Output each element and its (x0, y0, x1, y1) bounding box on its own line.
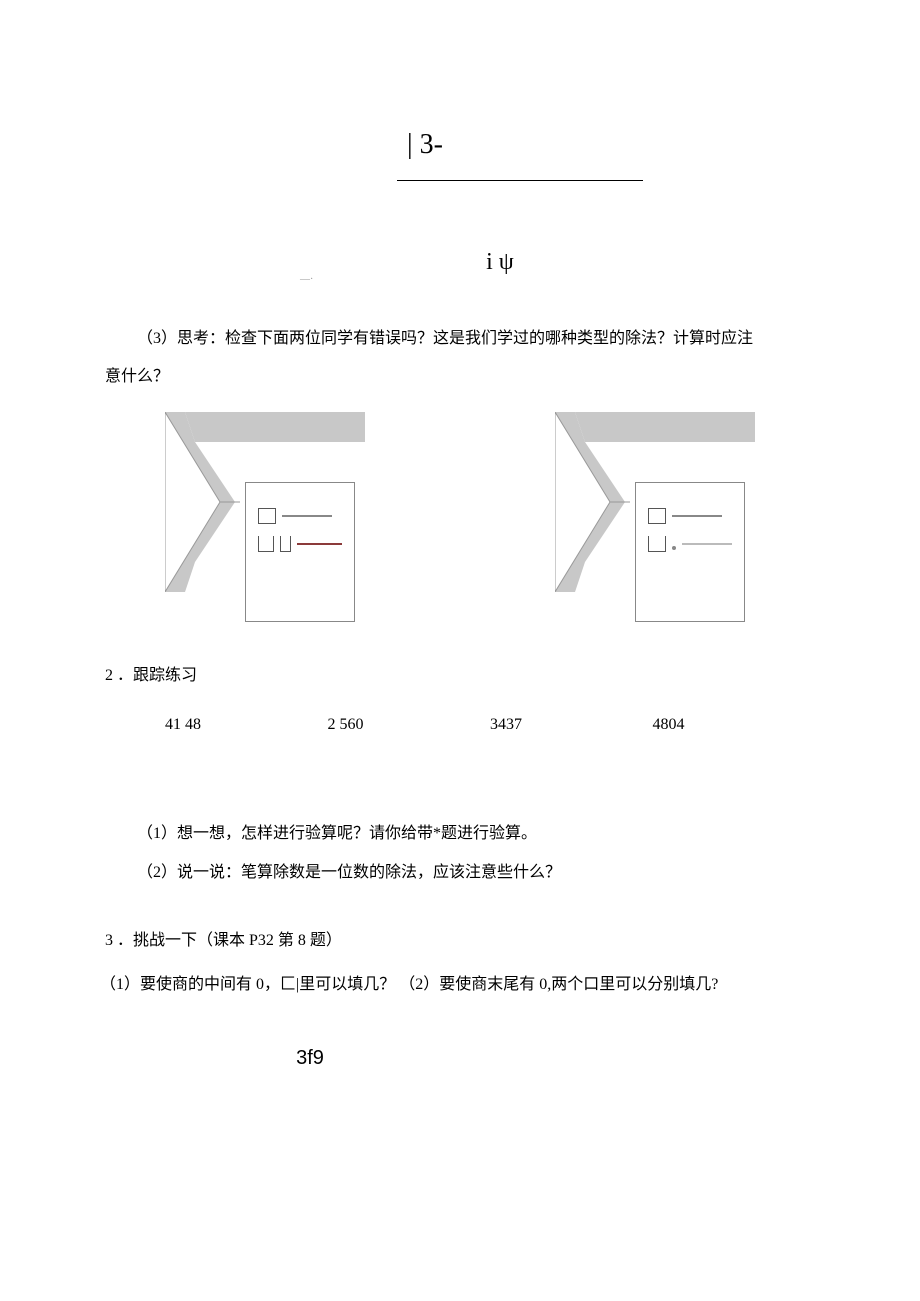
q3-body: 检查下面两位同学有错误吗？这是我们学过的哪种类型的除法？计算时应注 (225, 330, 753, 347)
section-3-questions: （1）要使商的中间有 0，匚|里可以填几？ （2）要使商末尾有 0,两个口里可以… (100, 971, 820, 1000)
psi-decoration: —· (300, 271, 313, 289)
line-icon-r2 (682, 543, 732, 545)
page-code: 3f9 (0, 1040, 860, 1076)
psi-text: i ψ (486, 249, 514, 275)
inner-box-left (245, 482, 355, 622)
inner-box-right (635, 482, 745, 622)
sub-question-2: （2）说一说：笔算除数是一位数的除法，应该注意些什么？ (105, 859, 815, 888)
small-box-open-icon-2 (280, 536, 291, 552)
section-3-q1: （1）要使商的中间有 0，匚|里可以填几？ (100, 976, 395, 993)
fraction-section: | 3- (60, 120, 860, 181)
question-3-text: （3）思考：检查下面两位同学有错误吗？这是我们学过的哪种类型的除法？计算时应注 (105, 325, 815, 354)
section-2-label: 2 ．跟踪练习 (105, 662, 815, 691)
small-box-open-icon (258, 536, 274, 552)
small-box-icon-r (648, 508, 666, 524)
small-box-open-icon-r (648, 536, 666, 552)
inner-row-2 (258, 536, 342, 552)
fraction-numerator: | 3- (397, 120, 643, 181)
section-3-q2: （2）要使商末尾有 0,两个口里可以分别填几? (399, 976, 718, 993)
inner-row-2r (648, 536, 732, 552)
diagram-row (120, 412, 800, 632)
section-3-label: 3 ．挑战一下（课本 P32 第 8 题） (105, 927, 815, 956)
practice-item-2: 2 560 (328, 711, 491, 740)
diagram-left (165, 412, 365, 632)
practice-row: 41 48 2 560 3437 4804 (105, 711, 815, 740)
line-icon-r (672, 515, 722, 517)
inner-row-1r (648, 508, 732, 524)
q3-prefix: （3）思考： (137, 330, 225, 347)
line-icon (282, 515, 332, 517)
dot-icon (672, 546, 676, 550)
sub-question-1: （1）想一想，怎样进行验算呢？请你给带*题进行验算。 (105, 820, 815, 849)
practice-item-3: 3437 (490, 711, 653, 740)
practice-item-1: 41 48 (165, 711, 328, 740)
psi-section: i ψ —· (60, 241, 860, 284)
line-red-icon (297, 543, 342, 545)
practice-item-4: 4804 (653, 711, 816, 740)
inner-row-1 (258, 508, 342, 524)
question-3-continue: 意什么？ (105, 363, 815, 392)
diagram-right (555, 412, 755, 632)
small-box-icon (258, 508, 276, 524)
